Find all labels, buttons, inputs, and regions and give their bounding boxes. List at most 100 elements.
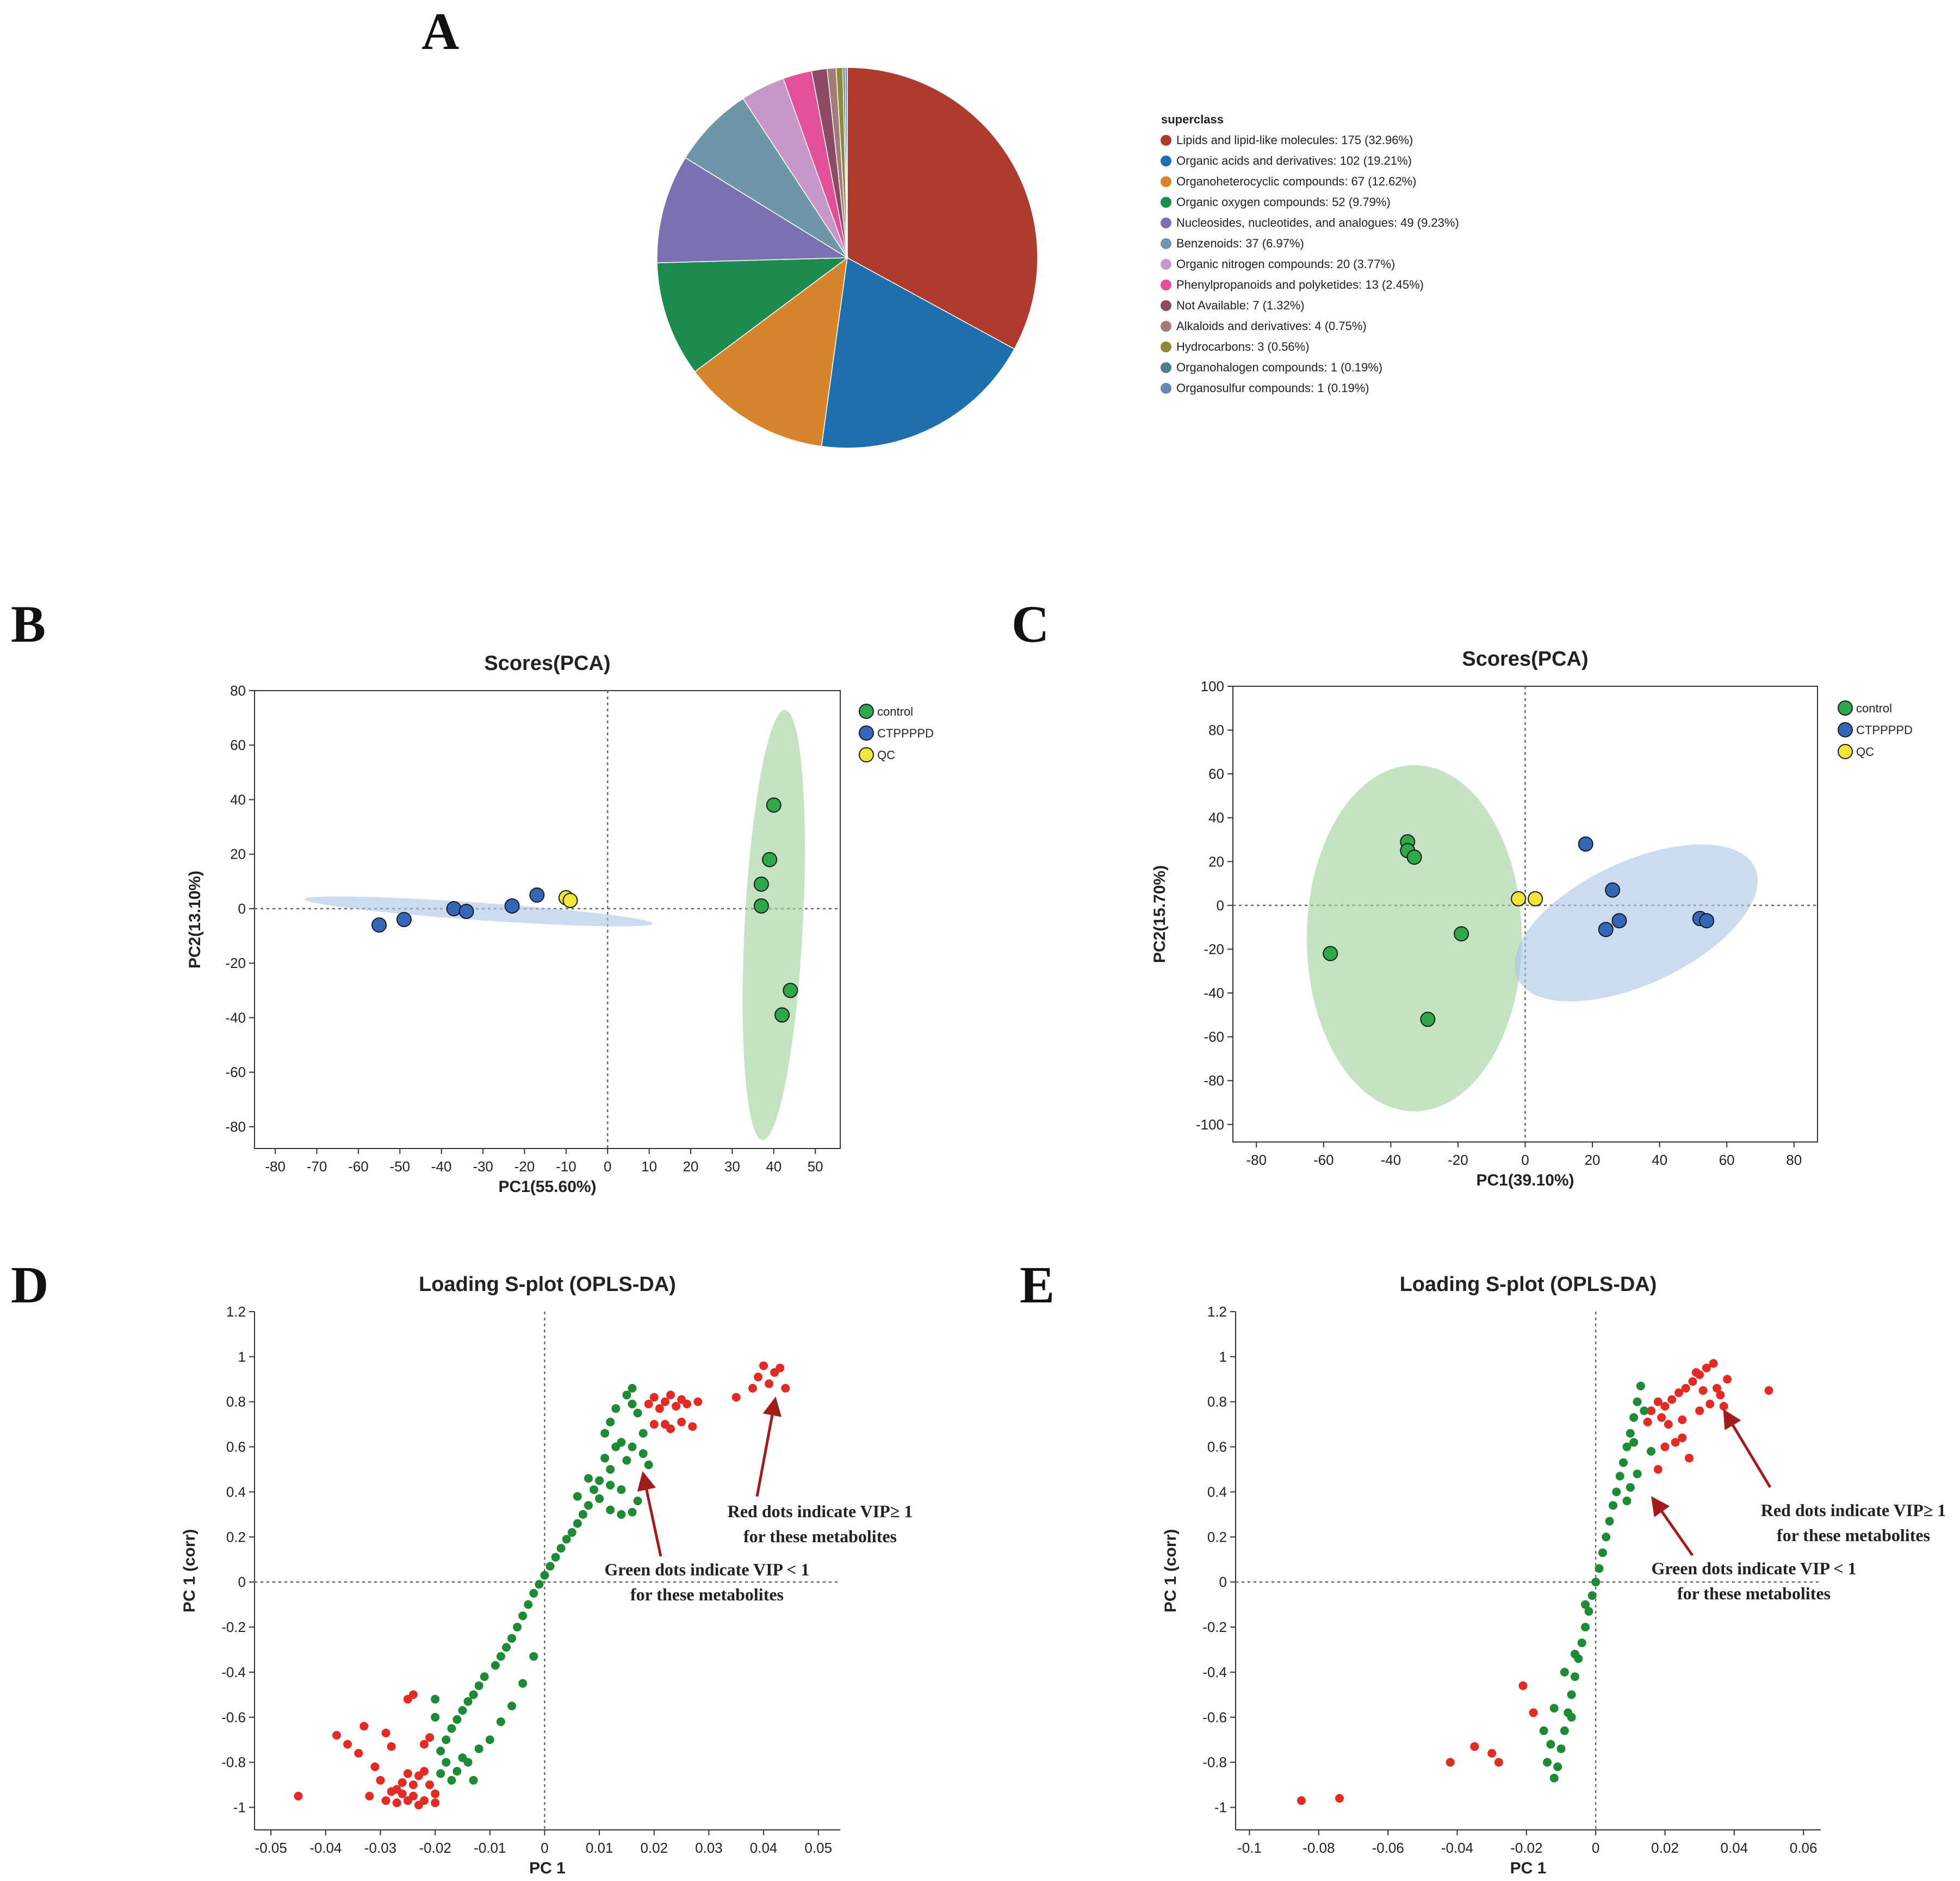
data-point [666,1424,675,1433]
data-point [688,1422,697,1431]
data-point [644,1399,653,1408]
x-tick-label: -0.08 [1302,1840,1335,1856]
data-point [381,1796,390,1805]
data-point [452,1767,462,1776]
data-point [628,1507,637,1517]
y-tick-label: 100 [1201,678,1224,694]
data-point [1640,1406,1649,1416]
data-point [1570,1649,1579,1659]
legend-entry: Not Available: 7 (1.32%) [1176,299,1305,312]
data-point [1685,1454,1694,1463]
data-point [1518,1681,1528,1690]
x-tick-label: -0.05 [255,1840,287,1856]
x-tick-label: 0 [604,1158,611,1175]
x-tick-label: -0.02 [419,1840,451,1856]
data-point [617,1510,626,1519]
data-point [1598,1548,1607,1557]
x-tick-label: 0.04 [750,1840,778,1856]
data-point [1709,1359,1718,1368]
x-tick-label: -0.03 [364,1840,396,1856]
confidence-ellipse [305,896,653,927]
x-tick-label: 40 [1652,1152,1667,1168]
data-point [1691,1368,1701,1377]
y-tick-label: -60 [1204,1029,1224,1045]
legend-entry: CTPPPPD [1856,723,1913,737]
data-point [1653,1465,1663,1474]
data-point [354,1749,363,1758]
data-point [584,1474,593,1483]
data-point [1420,1011,1436,1027]
x-axis-label-e: PC 1 [1510,1859,1547,1877]
pie-slice [847,67,1038,350]
y-tick-label: 80 [1208,722,1224,738]
data-point [672,1402,681,1411]
x-tick-label: 20 [683,1158,699,1175]
panel-letter-e: E [1020,1256,1055,1314]
x-tick-label: 40 [766,1158,781,1175]
data-point [545,1562,555,1571]
data-point [370,1762,380,1771]
data-point [1699,913,1715,929]
confidence-ellipse [1514,844,1758,1002]
data-point [469,1776,478,1785]
data-point [436,1769,445,1778]
data-point [420,1740,429,1749]
y-tick-label: 60 [230,737,246,753]
data-point [1705,1399,1715,1408]
data-point [617,1485,626,1494]
legend-entry: Phenylpropanoids and polyketides: 13 (2.… [1176,278,1424,291]
y-tick-label: 40 [230,791,246,808]
y-tick-label: -40 [225,1009,246,1026]
data-point [1723,1375,1732,1384]
data-point [606,1418,615,1427]
data-point [754,1373,763,1382]
x-tick-label: 0.03 [695,1840,723,1856]
data-point [1581,1600,1590,1609]
x-tick-label: -10 [556,1158,576,1175]
data-point [518,1611,528,1621]
y-tick-label: 80 [230,682,246,699]
data-point [584,1501,593,1510]
data-point [540,1570,549,1580]
y-tick-label: 1 [1219,1349,1227,1365]
data-point [1528,891,1543,907]
data-point [1553,1762,1562,1771]
data-point [1629,1438,1639,1447]
data-point [1626,1429,1635,1438]
data-point [491,1661,500,1670]
data-point [1647,1447,1656,1456]
data-point [1612,1487,1621,1497]
data-point [458,903,474,919]
annotation-arrow [755,1396,782,1497]
x-tick-label: 0.06 [1790,1840,1818,1856]
annotation-text: for these metabolites [1777,1525,1930,1545]
data-point [1633,1397,1642,1406]
data-point [1570,1672,1579,1681]
data-point [1605,882,1621,898]
legend-marker [1838,700,1853,716]
data-point [1695,1406,1704,1416]
x-tick-label: -80 [1246,1152,1267,1168]
y-tick-label: -0.6 [221,1709,246,1725]
data-point [600,1454,610,1463]
y-tick-label: 0.8 [226,1394,246,1410]
data-point [1584,1607,1593,1616]
legend-entry: CTPPPPD [877,727,934,740]
data-point [1297,1796,1306,1805]
data-point [573,1492,582,1501]
data-point [562,892,578,908]
data-point [524,1600,533,1609]
legend-entry: Organic nitrogen compounds: 20 (3.77%) [1176,257,1395,271]
data-point [1712,1383,1721,1393]
data-point [611,1404,621,1413]
y-tick-label: 0.4 [1207,1483,1227,1500]
data-point [294,1791,303,1801]
x-tick-label: -80 [265,1158,286,1175]
y-tick-label: -0.4 [1202,1664,1227,1680]
data-point [622,1390,631,1400]
data-point [1653,1397,1663,1406]
data-point [376,1776,385,1785]
annotation-text: Red dots indicate VIP≥ 1 [728,1501,913,1521]
data-point [447,1776,456,1785]
data-point [1560,1726,1569,1735]
